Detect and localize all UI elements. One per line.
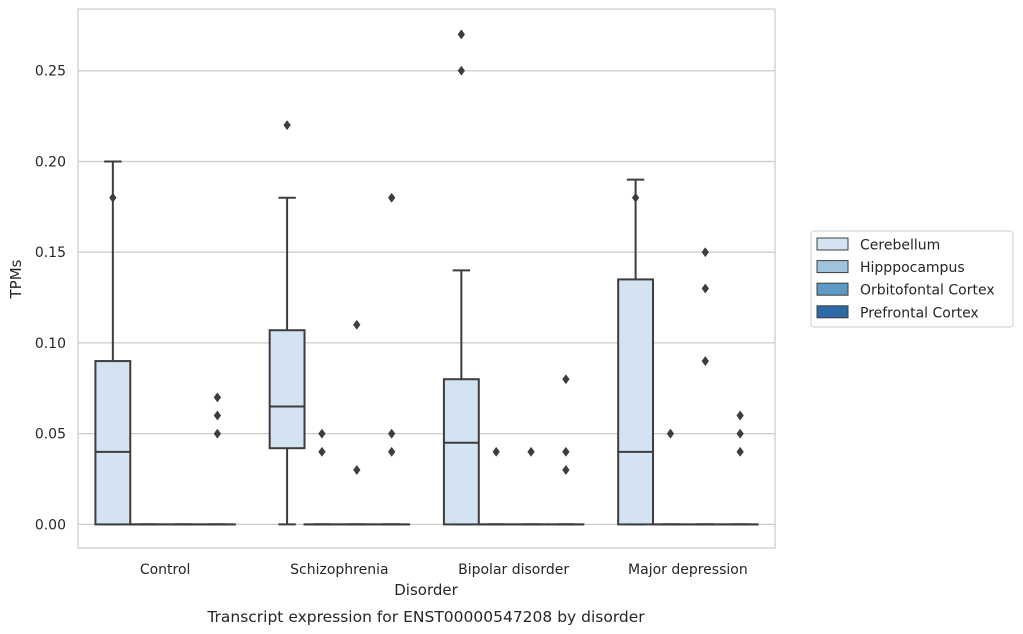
box-marks xyxy=(94,29,759,526)
legend-swatch xyxy=(816,260,849,274)
outlier-point xyxy=(387,428,396,439)
outlier-point xyxy=(213,428,222,439)
outlier-point xyxy=(318,446,326,457)
outlier-point xyxy=(736,410,744,421)
box-body xyxy=(442,378,480,526)
legend-label: Hipppocampus xyxy=(860,260,965,276)
y-tick-label: 0.00 xyxy=(35,517,66,533)
y-tick-label: 0.25 xyxy=(35,64,66,80)
outlier-point xyxy=(701,247,710,258)
box-group xyxy=(373,192,411,526)
legend-frame xyxy=(810,230,1014,328)
x-tick-label: Bipolar disorder xyxy=(458,562,569,578)
x-tick-label: Schizophrenia xyxy=(290,562,388,578)
legend-label: Prefrontal Cortex xyxy=(860,305,979,321)
outlier-point xyxy=(736,446,744,457)
legend-label: Cerebellum xyxy=(860,238,940,254)
outlier-point xyxy=(562,446,570,457)
legend-swatch xyxy=(816,237,849,251)
outlier-point xyxy=(666,428,675,439)
box-group xyxy=(94,160,132,526)
outlier-point xyxy=(109,192,117,203)
plot-area xyxy=(78,9,775,548)
legend-items: Cerebellum Hipppocampus Orbitofontal Corte… xyxy=(816,237,995,321)
box-group xyxy=(268,120,306,526)
y-tick-label: 0.05 xyxy=(35,427,66,443)
x-tick-label: Control xyxy=(140,562,191,578)
outlier-point xyxy=(387,446,396,457)
outlier-point xyxy=(701,283,710,294)
y-tick-label: 0.20 xyxy=(35,154,66,170)
y-tick-label: 0.10 xyxy=(35,336,66,352)
box-group xyxy=(547,374,585,526)
box-group xyxy=(652,428,689,526)
y-tick-label: 0.15 xyxy=(35,245,66,261)
outlier-point xyxy=(457,29,466,40)
outlier-point xyxy=(283,120,291,131)
legend-swatch xyxy=(816,282,849,296)
outlier-point xyxy=(562,374,570,385)
outlier-point xyxy=(631,192,640,203)
outlier-point xyxy=(353,464,361,475)
outlier-point xyxy=(387,192,396,203)
box-group xyxy=(721,410,759,526)
box-body xyxy=(94,360,132,526)
outlier-point xyxy=(318,428,326,439)
y-tick-labels: 0.00 0.05 0.10 0.15 0.20 0.25 xyxy=(35,64,66,534)
outlier-point xyxy=(213,392,222,403)
x-axis-label: Disorder xyxy=(394,581,458,599)
plot-frame xyxy=(77,8,776,549)
x-tick-labels: Control Schizophrenia Bipolar disorder Majo… xyxy=(140,562,748,578)
outlier-point xyxy=(353,319,361,330)
box-group xyxy=(198,392,236,526)
box-body xyxy=(617,278,655,526)
box-body xyxy=(268,329,306,450)
x-tick-label: Major depression xyxy=(628,562,748,578)
legend: Cerebellum Hipppocampus Orbitofontal Corte… xyxy=(810,230,1014,328)
outlier-point xyxy=(457,65,466,76)
outlier-point xyxy=(562,464,570,475)
box-group xyxy=(617,178,655,526)
chart-caption: Transcript expression for ENST0000054720… xyxy=(206,608,645,626)
outlier-point xyxy=(736,428,744,439)
legend-label: Orbitofontal Cortex xyxy=(860,283,995,299)
outlier-point xyxy=(527,446,535,457)
legend-swatch xyxy=(816,305,849,319)
outlier-point xyxy=(492,446,500,457)
outlier-point xyxy=(213,410,222,421)
outlier-point xyxy=(701,356,710,367)
y-axis-label: TPMs xyxy=(7,259,25,299)
box-group xyxy=(442,29,480,526)
